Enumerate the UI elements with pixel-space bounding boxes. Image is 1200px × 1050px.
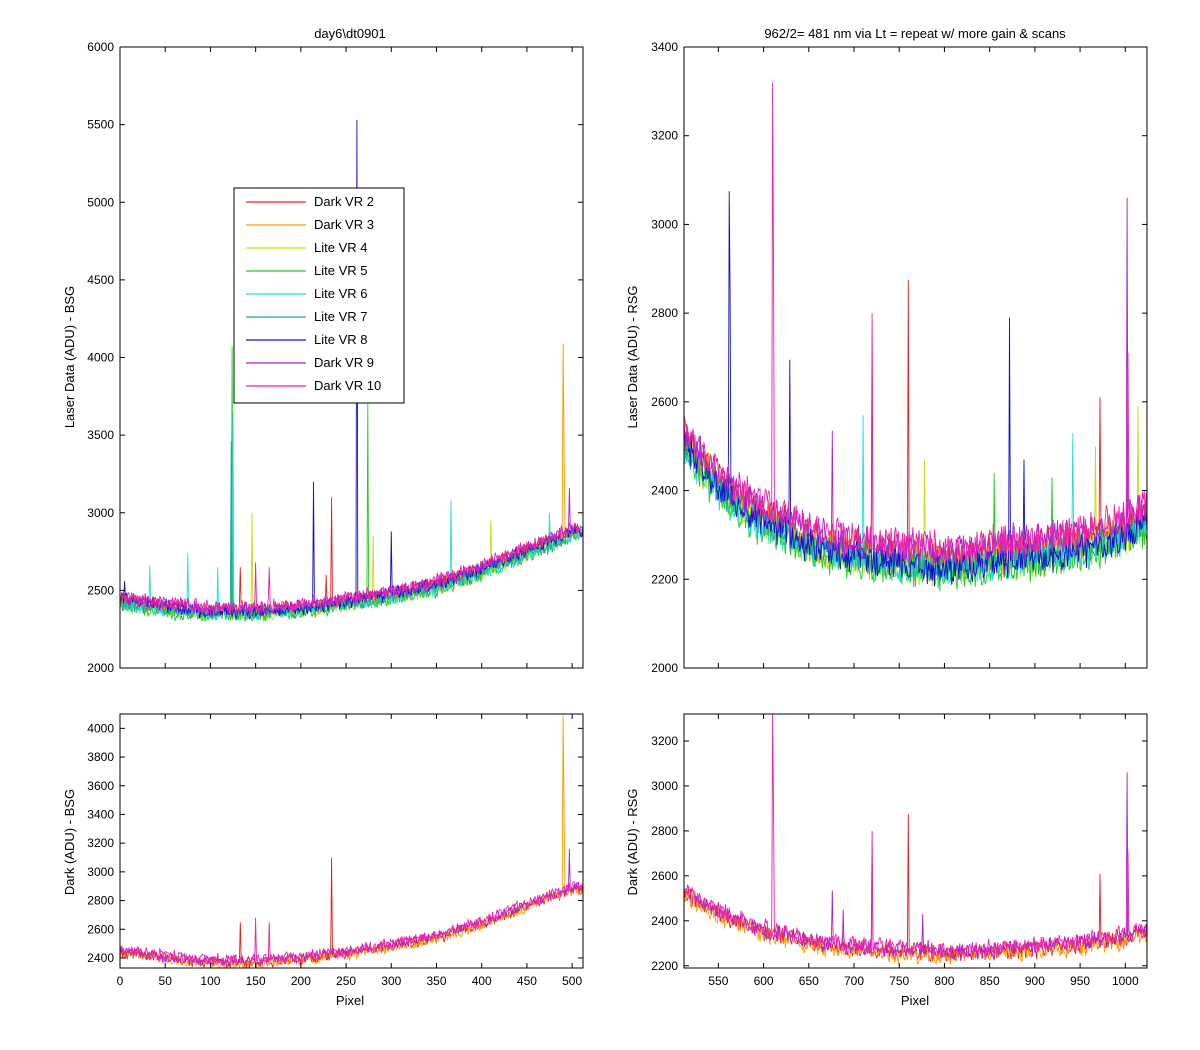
x-tick-label: 0 <box>117 974 124 988</box>
panel-title: day6\dt0901 <box>314 26 386 41</box>
axes-layer: 2200 2400 2600 2800 3000 3200 550 600 650 700 750 8… <box>651 713 1148 988</box>
y-tick-label: 2800 <box>651 306 678 320</box>
x-tick-label: 600 <box>754 974 774 988</box>
x-tick-label: 650 <box>799 974 819 988</box>
y-tick-label: 3000 <box>651 217 678 231</box>
y-tick-label: 5000 <box>87 195 114 209</box>
x-tick-label: 350 <box>426 974 446 988</box>
legend-box <box>233 187 405 404</box>
legend-entry-label: Lite VR 4 <box>314 240 367 255</box>
y-tick-label: 2000 <box>87 661 114 675</box>
x-tick-label: 50 <box>159 974 173 988</box>
panel-top-left: 2000 2500 3000 3500 4000 4500 5000 5500 6000 day… <box>62 26 584 675</box>
x-tick-label: 1000 <box>1112 974 1139 988</box>
plot-frame <box>683 46 1148 669</box>
panel-bottom-right: 2200 2400 2600 2800 3000 3200 550 600 650 700 750 8… <box>625 713 1148 1008</box>
legend-entry-label: Dark VR 2 <box>314 194 374 209</box>
series-line <box>684 82 1147 564</box>
y-axis-label: Dark (ADU) - BSG <box>62 789 77 895</box>
plot-frame <box>683 713 1148 969</box>
x-tick-label: 550 <box>708 974 728 988</box>
axes-layer: 2400 2600 2800 3000 3200 3400 3600 3800 4000 0 50 1… <box>87 713 584 988</box>
x-axis-label: Pixel <box>901 993 929 1008</box>
legend-entry-label: Dark VR 3 <box>314 217 374 232</box>
y-tick-label: 5500 <box>87 118 114 132</box>
y-tick-label: 2600 <box>87 922 114 936</box>
x-tick-label: 950 <box>1070 974 1090 988</box>
y-axis-label: Dark (ADU) - RSG <box>625 789 640 896</box>
y-tick-label: 3200 <box>651 734 678 748</box>
x-tick-label: 200 <box>291 974 311 988</box>
x-tick-label: 850 <box>980 974 1000 988</box>
legend-entry-label: Dark VR 9 <box>314 355 374 370</box>
x-axis-label: Pixel <box>336 993 364 1008</box>
series-line <box>120 881 583 966</box>
y-tick-label: 2800 <box>651 824 678 838</box>
y-tick-label: 3000 <box>87 506 114 520</box>
series-layer <box>120 119 583 622</box>
axes-layer: 2000 2500 3000 3500 4000 4500 5000 5500 6000 <box>87 40 584 675</box>
x-tick-label: 250 <box>336 974 356 988</box>
y-tick-label: 4500 <box>87 273 114 287</box>
y-tick-label: 2400 <box>651 484 678 498</box>
x-tick-label: 500 <box>562 974 582 988</box>
y-tick-label: 4000 <box>87 351 114 365</box>
legend-entry-label: Lite VR 5 <box>314 263 367 278</box>
legend-entry-label: Lite VR 8 <box>314 332 367 347</box>
y-tick-label: 2600 <box>651 869 678 883</box>
y-tick-label: 3600 <box>87 779 114 793</box>
panel-bottom-left: 2400 2600 2800 3000 3200 3400 3600 3800 4000 0 50 1… <box>62 713 584 1008</box>
y-tick-label: 6000 <box>87 40 114 54</box>
axes-layer: 2000 2200 2400 2600 2800 3000 3200 3400 <box>651 40 1148 675</box>
y-tick-label: 3800 <box>87 750 114 764</box>
series-layer <box>120 715 583 968</box>
y-axis-label: Laser Data (ADU) - BSG <box>62 286 77 428</box>
y-tick-label: 2200 <box>651 959 678 973</box>
legend-entry-label: Dark VR 10 <box>314 378 381 393</box>
y-tick-label: 2400 <box>651 914 678 928</box>
y-tick-label: 3000 <box>651 779 678 793</box>
y-tick-label: 3400 <box>651 40 678 54</box>
y-tick-label: 2500 <box>87 583 114 597</box>
x-tick-label: 300 <box>381 974 401 988</box>
y-tick-label: 2200 <box>651 572 678 586</box>
x-tick-label: 900 <box>1025 974 1045 988</box>
y-tick-label: 2400 <box>87 951 114 965</box>
x-tick-label: 800 <box>934 974 954 988</box>
x-tick-label: 100 <box>200 974 220 988</box>
y-axis-label: Laser Data (ADU) - RSG <box>625 285 640 428</box>
legend-entry-label: Lite VR 7 <box>314 309 367 324</box>
series-line <box>684 714 1147 958</box>
y-tick-label: 3200 <box>651 129 678 143</box>
y-tick-label: 3200 <box>87 836 114 850</box>
legend-entry-label: Lite VR 6 <box>314 286 367 301</box>
series-layer <box>684 82 1147 592</box>
y-tick-label: 3000 <box>87 865 114 879</box>
y-tick-label: 3400 <box>87 807 114 821</box>
y-tick-label: 4000 <box>87 721 114 735</box>
series-line <box>120 522 583 615</box>
panel-top-right: 2000 2200 2400 2600 2800 3000 3200 3400 962/2= … <box>625 26 1148 675</box>
y-tick-label: 3500 <box>87 428 114 442</box>
x-tick-label: 450 <box>517 974 537 988</box>
panel-title: 962/2= 481 nm via Lt = repeat w/ more ga… <box>764 26 1066 41</box>
y-tick-label: 2000 <box>651 661 678 675</box>
x-tick-label: 750 <box>889 974 909 988</box>
plot-frame <box>119 713 584 969</box>
y-tick-label: 2800 <box>87 894 114 908</box>
legend: Dark VR 2 Dark VR 3 Lite VR 4 Lite VR 5 Lite… <box>233 187 405 404</box>
y-tick-label: 2600 <box>651 395 678 409</box>
x-tick-label: 700 <box>844 974 864 988</box>
series-layer <box>684 714 1147 966</box>
x-tick-label: 150 <box>246 974 266 988</box>
x-tick-label: 400 <box>472 974 492 988</box>
